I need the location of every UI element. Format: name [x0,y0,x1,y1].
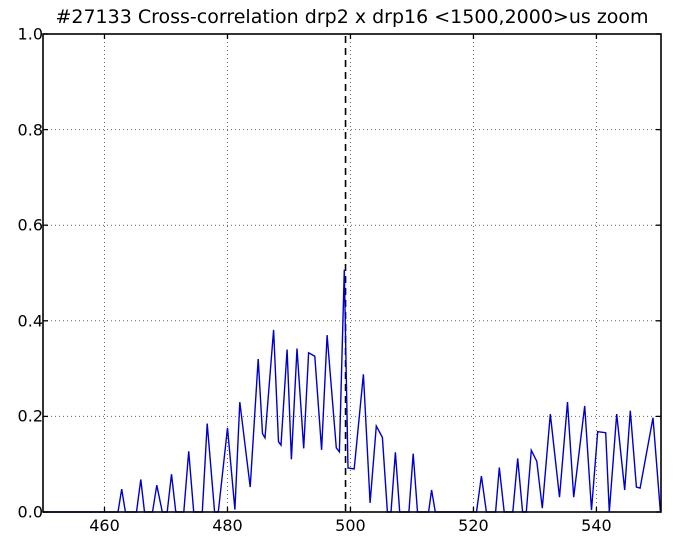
x-tick-label: 540 [581,516,612,535]
chart-title: #27133 Cross-correlation drp2 x drp16 <1… [55,6,649,28]
y-tick-label: 0.8 [17,120,43,140]
x-tick-label: 500 [335,516,366,535]
y-tick-label: 0.4 [17,311,43,331]
series-line [43,269,662,513]
x-tick-label: 520 [458,516,489,535]
axes-spines [42,33,662,513]
y-tick-label: 0.0 [17,502,43,522]
y-tick-label: 0.2 [17,406,43,426]
x-tick-label: 480 [212,516,243,535]
y-tick-label: 0.6 [17,215,43,235]
y-tick-label: 1.0 [17,24,43,44]
x-tick-label: 460 [89,516,120,535]
